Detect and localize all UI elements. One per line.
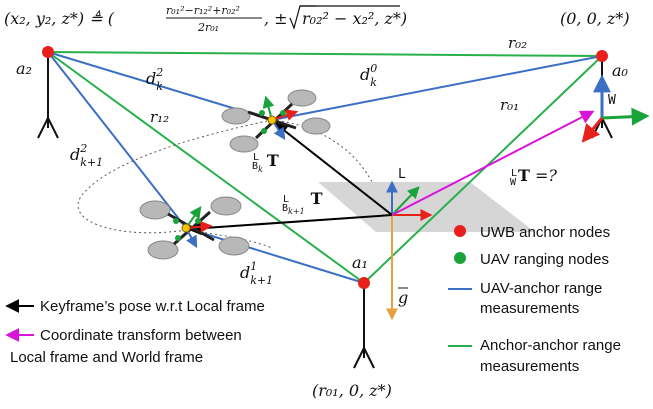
pose-arrow-k1 [187, 214, 393, 236]
range-label-dk0: d0 k [360, 62, 377, 89]
range-line-uav-k1-a1 [185, 227, 365, 284]
range-label-r01: r₀₁ [500, 96, 519, 114]
pose-label-k: L Bk T [252, 151, 279, 174]
pose-arrow-k [273, 122, 393, 216]
legend-uwb-text: UWB anchor nodes [480, 224, 610, 241]
legend-uav-marker [454, 252, 466, 264]
anchor-a2-stand [37, 52, 59, 139]
local-frame-label: L [398, 167, 406, 182]
anchor-a0-label: a₀ [612, 61, 629, 80]
anchor-a2-sqrt-body: r₀₂² − x₂², z*) [302, 9, 407, 28]
transform-arrow [391, 110, 595, 216]
pose-label-k1: L Bk+1T [282, 189, 323, 216]
range-label-r12: r₁₂ [150, 108, 169, 126]
legend-uav-text: UAV ranging nodes [480, 251, 609, 268]
anchor-a1-label: a₁ [352, 253, 368, 272]
range-label-dk1-2: d2 k+1 [70, 142, 103, 169]
range-label-r02: r₀₂ [508, 34, 527, 52]
anchor-a2-sqrt-pre: , ± [264, 9, 288, 28]
legend-uwb-marker [454, 225, 466, 237]
anchor-a2-frac-den: 2r₀₁ [197, 21, 219, 34]
anchor-a2-coords: (x₂, y₂, z*) ≜ ( [4, 9, 115, 28]
range-label-dk1-1: d1 k+1 [240, 260, 273, 287]
anchor-a2-label: a₂ [16, 59, 32, 78]
world-frame-axes [581, 74, 650, 143]
anchor-a1-stand [353, 283, 375, 369]
uav-k [221, 89, 331, 153]
anchor-a2-node [42, 46, 54, 58]
uav-trajectory [77, 119, 273, 234]
legend-uav-anchor-text-1: UAV-anchor range [480, 280, 602, 297]
legend-coord-text-2: Local frame and World frame [10, 349, 203, 366]
local-frame-axes [386, 180, 433, 221]
anchor-a0-node [596, 50, 608, 62]
uav-k1 [139, 196, 250, 260]
anchor-a0-coords: (0, 0, z*) [560, 9, 630, 28]
world-frame-label: W [608, 93, 616, 108]
range-line-uav-k-a0 [271, 55, 603, 121]
legend-uav-anchor-text-2: measurements [480, 300, 579, 317]
range-line-a0-a1 [363, 55, 603, 284]
anchor-a1-coords: (r₀₁, 0, z*) [312, 381, 392, 400]
range-label-dk2: d2 k [146, 66, 163, 93]
range-line-uav-k1-a2 [47, 51, 187, 229]
gravity-label: g [398, 288, 408, 307]
legend-coord-text-1: Coordinate transform between [40, 327, 242, 344]
anchor-a1-node [358, 277, 370, 289]
legend-anchor-anchor-text-2: measurements [480, 358, 579, 375]
range-line-a2-a0 [47, 51, 603, 57]
legend-keyframe-text: Keyframe’s pose w.r.t Local frame [40, 298, 265, 315]
legend-anchor-anchor-text-1: Anchor-anchor range [480, 337, 621, 354]
range-line-a2-a1 [47, 51, 365, 284]
local-frame-plane [318, 182, 535, 232]
anchor-a2-frac-num: r₀₁²−r₁₂²+r₀₂² [166, 4, 240, 17]
